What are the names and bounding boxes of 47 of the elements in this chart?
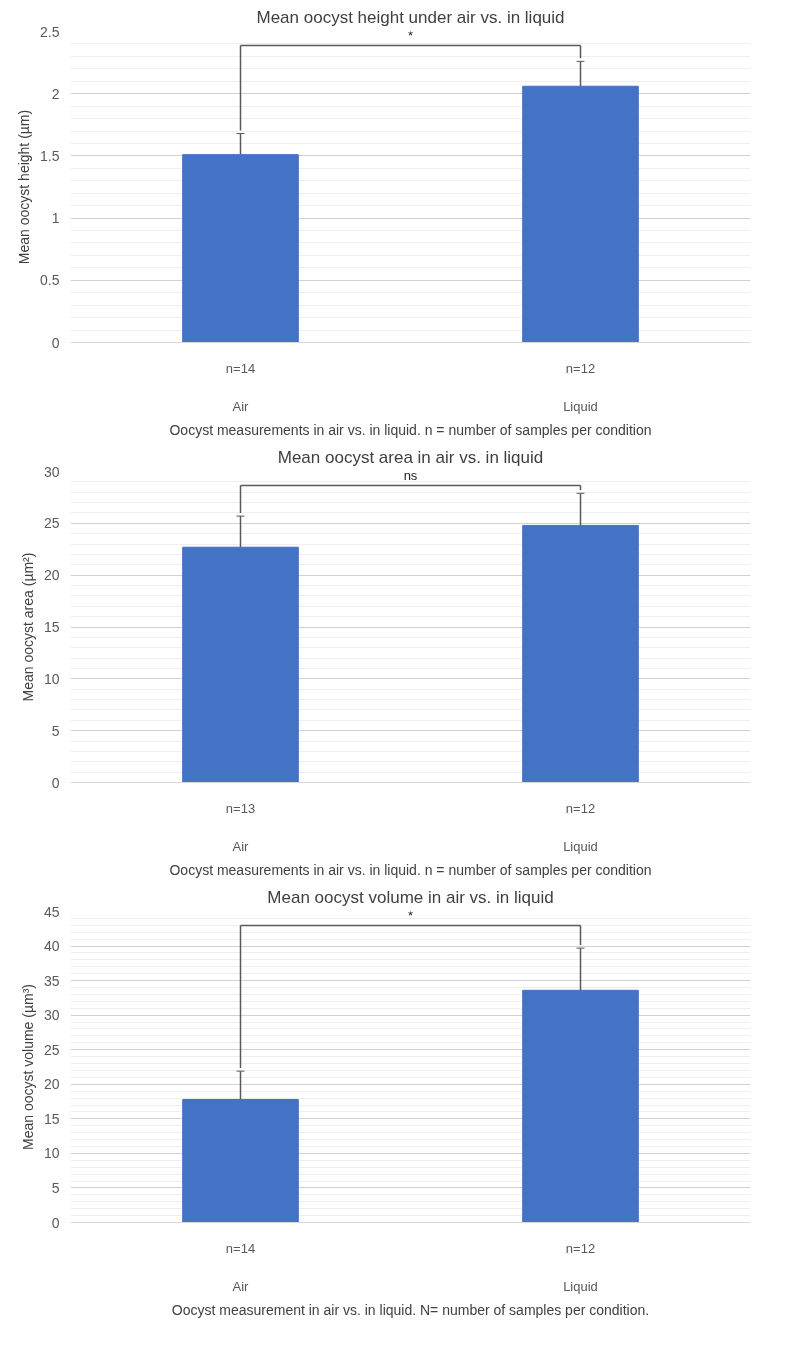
text: n=14 (225, 360, 256, 376)
y-axis-title: Mean oocyst volume (µm³) (19, 984, 36, 1150)
chart-title: Mean oocyst volume in air vs. in liquid (267, 887, 554, 907)
y-tick-label: 5 (51, 1179, 60, 1196)
x-tick-label: Liquid (563, 838, 598, 854)
x-tick-label: Air (232, 398, 250, 414)
y-axis-title: Mean oocyst area (µm²) (19, 552, 36, 702)
x-axis-title: Oocyst measurement in air vs. in liquid. N= number of samples per condition. (171, 1301, 650, 1318)
annotation: * (407, 28, 414, 44)
y-tick-label: 20 (43, 567, 60, 584)
y-axis-title: Mean oocyst height (µm) (16, 109, 33, 265)
y-tick-label: 25 (43, 515, 60, 532)
x-tick-label: Liquid (563, 1278, 598, 1294)
text: n=12 (565, 1240, 596, 1256)
annotation: ns (403, 468, 418, 484)
x-tick-label: Air (232, 1278, 250, 1294)
x-axis-title: Oocyst measurements in air vs. in liquid. n = number of samples per condition (169, 861, 652, 878)
chart-title: Mean oocyst height under air vs. in liquid (256, 7, 565, 27)
y-tick-label: 30 (43, 463, 60, 480)
x-tick-label: Liquid (563, 398, 598, 414)
y-tick-label: 20 (43, 1076, 60, 1093)
y-tick-label: 2 (51, 85, 60, 102)
y-tick-label: 0.5 (40, 272, 60, 289)
text: n=13 (225, 800, 256, 816)
y-tick-label: 25 (43, 1041, 60, 1058)
x-axis-title: Oocyst measurements in air vs. in liquid. n = number of samples per condition (169, 421, 652, 438)
y-tick-label: 15 (43, 619, 60, 635)
chart-title: Mean oocyst area in air vs. in liquid (277, 447, 544, 467)
y-tick-label: 30 (43, 1007, 60, 1024)
y-tick-label: 0 (51, 774, 60, 791)
x-tick-label: Air (232, 838, 250, 854)
text: n=12 (565, 800, 596, 816)
y-tick-label: 5 (51, 722, 60, 739)
y-tick-label: 0 (51, 334, 60, 351)
text: n=12 (565, 360, 596, 376)
y-tick-label: 15 (43, 1110, 60, 1127)
y-tick-label: 45 (43, 903, 60, 920)
y-tick-label: 2.5 (40, 23, 60, 40)
y-tick-label: 1.5 (40, 147, 60, 164)
annotation: * (407, 908, 414, 924)
y-tick-label: 10 (43, 670, 60, 687)
y-tick-label: 1 (51, 210, 60, 227)
y-tick-label: 10 (43, 1145, 60, 1162)
y-tick-label: 0 (51, 1214, 60, 1231)
y-tick-label: 40 (43, 938, 60, 955)
text: n=14 (225, 1240, 256, 1256)
y-tick-label: 35 (43, 972, 60, 989)
